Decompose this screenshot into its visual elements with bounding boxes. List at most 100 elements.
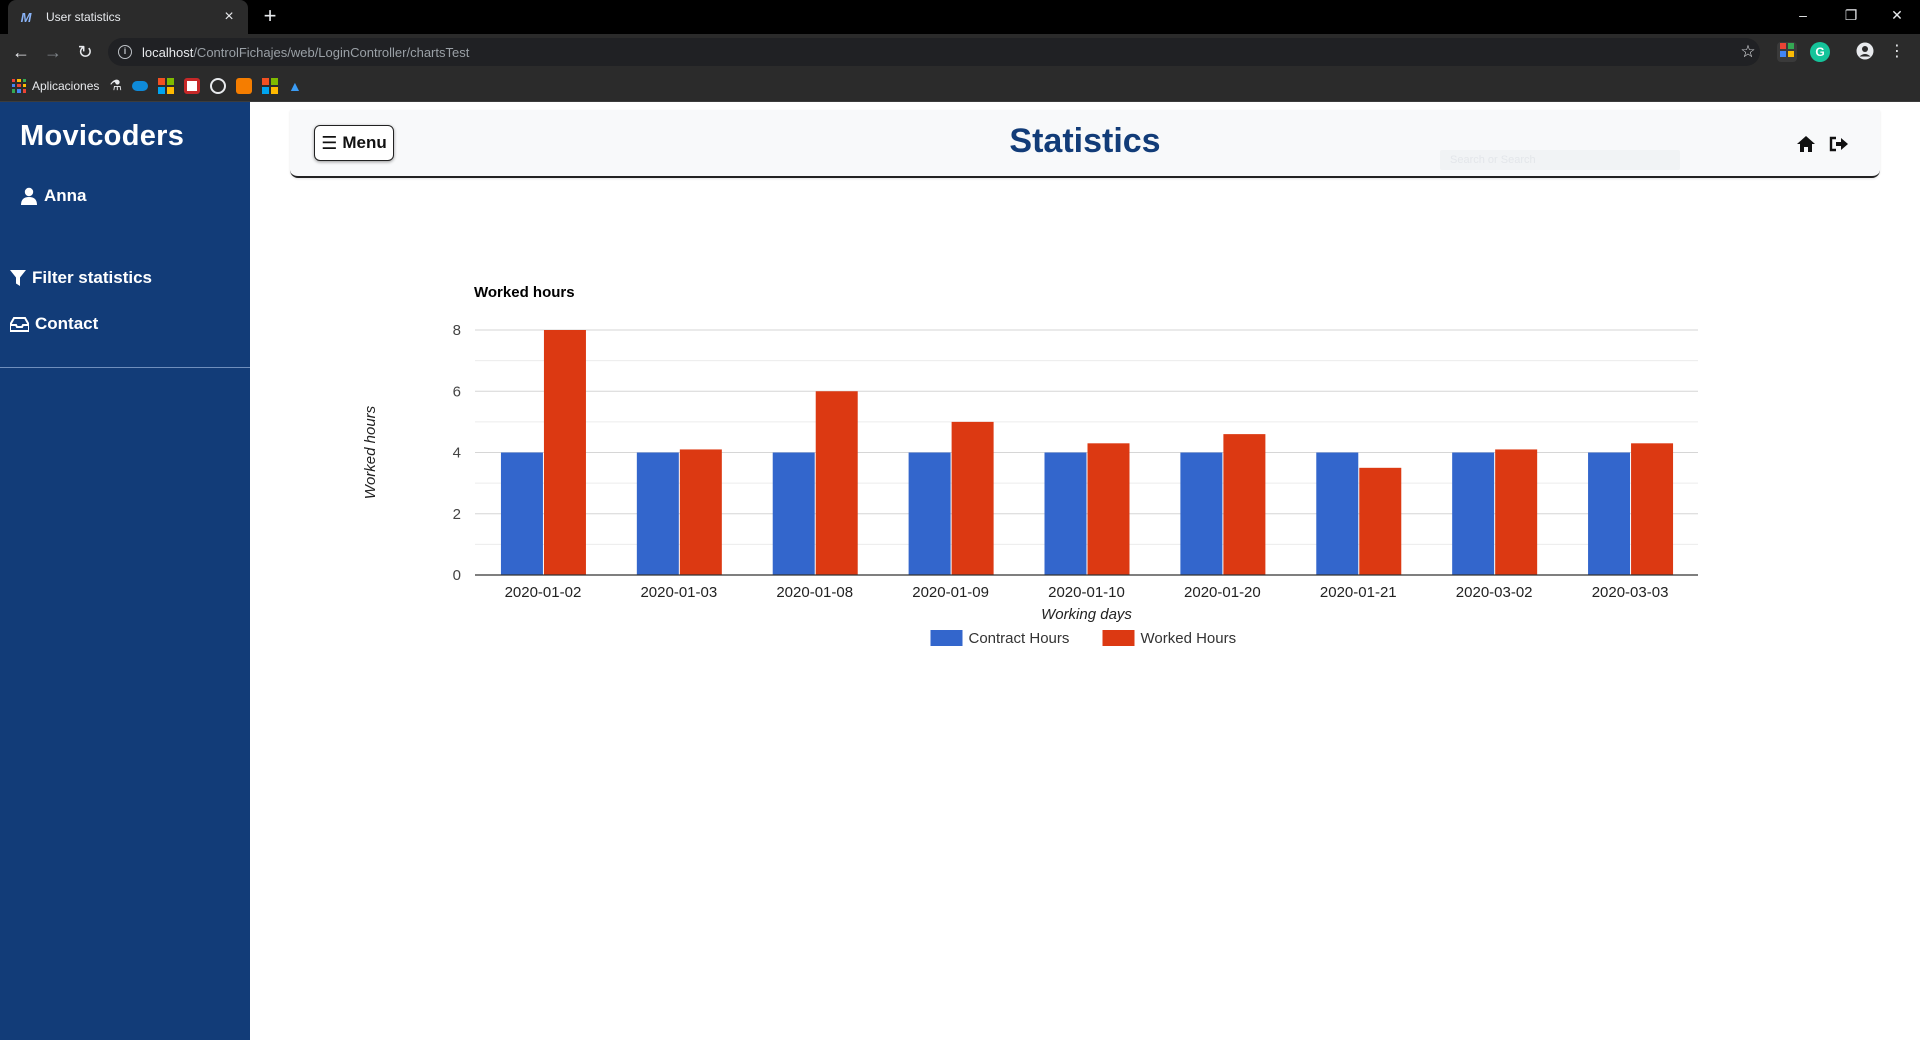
bar-contract <box>500 452 543 575</box>
user-icon <box>21 187 37 205</box>
bar-worked <box>951 421 994 575</box>
azure-icon: ▲ <box>287 77 302 94</box>
x-tick-label: 2020-01-09 <box>912 584 989 601</box>
bookmark-github[interactable] <box>209 77 226 94</box>
bar-worked <box>1359 467 1402 575</box>
profile-icon[interactable] <box>1855 42 1875 62</box>
bar-worked <box>1087 443 1130 575</box>
bar-contract <box>1180 452 1223 575</box>
x-tick-label: 2020-01-20 <box>1184 584 1261 601</box>
restore-icon[interactable]: ❐ <box>1844 7 1858 23</box>
apps-bookmark[interactable]: Aplicaciones <box>12 78 99 93</box>
browser-toolbar: ← → ↻ i localhost/ControlFichajes/web/Lo… <box>0 34 1920 70</box>
faded-search-field: Search or Search <box>1440 150 1680 170</box>
bookmarks-bar: Aplicaciones ⚗ ▲ <box>0 70 1920 102</box>
legend-swatch-contract <box>930 630 963 646</box>
close-window-icon[interactable]: ✕ <box>1891 7 1903 23</box>
x-tick-label: 2020-03-02 <box>1456 584 1533 601</box>
y-tick-label: 4 <box>453 445 461 462</box>
legend-label: Contract Hours <box>969 630 1070 647</box>
x-tick-label: 2020-01-08 <box>776 584 853 601</box>
chart-legend: Contract Hours Worked Hours <box>930 630 1237 647</box>
sidebar-item-filter-statistics[interactable]: Filter statistics <box>10 268 152 288</box>
bookmark-red[interactable] <box>183 77 200 94</box>
browser-tab[interactable]: M User statistics × <box>8 0 248 34</box>
minimize-icon[interactable]: – <box>1799 7 1807 23</box>
legend-label: Worked Hours <box>1141 630 1237 647</box>
bookmark-blogger[interactable] <box>235 77 252 94</box>
user-profile[interactable]: Anna <box>20 186 87 206</box>
chart-bars <box>500 330 1674 575</box>
site-info-icon[interactable]: i <box>118 45 132 59</box>
browser-tab-strip: M User statistics × + – ❐ ✕ <box>0 0 1920 34</box>
y-tick-label: 6 <box>453 383 461 400</box>
bar-worked <box>1631 443 1674 575</box>
home-icon[interactable] <box>1794 132 1818 156</box>
x-tick-label: 2020-03-03 <box>1592 584 1669 601</box>
logout-icon[interactable] <box>1827 132 1851 156</box>
back-icon[interactable]: ← <box>12 42 30 62</box>
microsoft-alt-icon <box>261 77 278 94</box>
chart-y-ticks: 0 2 4 6 8 <box>453 322 461 584</box>
hamburger-icon: ☰ <box>321 132 338 153</box>
browser-menu-icon[interactable]: ⋮ <box>1889 43 1905 60</box>
bookmark-azure[interactable]: ▲ <box>288 78 302 94</box>
extension-icon[interactable] <box>1777 42 1797 62</box>
bar-worked <box>815 391 858 575</box>
menu-button[interactable]: ☰ Menu <box>314 125 394 161</box>
bar-worked <box>543 330 586 575</box>
legend-swatch-worked <box>1102 630 1135 646</box>
sidebar-item-label: Contact <box>35 314 99 333</box>
forward-icon[interactable]: → <box>44 42 62 62</box>
bookmark-star-icon[interactable]: ☆ <box>1740 42 1756 61</box>
bar-contract <box>772 452 815 575</box>
github-icon <box>209 77 226 94</box>
bookmark-microsoft-2[interactable] <box>261 77 278 94</box>
address-bar[interactable]: i localhost/ControlFichajes/web/LoginCon… <box>108 38 1760 66</box>
bar-worked <box>679 449 722 575</box>
x-tick-label: 2020-01-03 <box>640 584 717 601</box>
x-tick-label: 2020-01-02 <box>505 584 582 601</box>
x-tick-label: 2020-01-10 <box>1048 584 1125 601</box>
bookmark-flask[interactable]: ⚗ <box>109 77 122 94</box>
site-favicon-icon: M <box>20 9 32 25</box>
microsoft-icon <box>157 77 174 94</box>
bar-contract <box>636 452 679 575</box>
bookmark-onedrive[interactable] <box>131 80 148 91</box>
flask-icon: ⚗ <box>109 77 122 93</box>
reload-icon[interactable]: ↻ <box>77 42 93 62</box>
chart-y-axis-label: Worked hours <box>362 405 379 499</box>
bar-contract <box>1588 452 1631 575</box>
chart-x-ticks: 2020-01-02 2020-01-03 2020-01-08 2020-01-09… <box>505 584 1669 601</box>
chart-x-axis-label: Working days <box>1041 606 1132 623</box>
bar-contract <box>908 452 951 575</box>
bar-contract <box>1044 452 1087 575</box>
url-text: localhost/ControlFichajes/web/LoginContr… <box>142 44 470 60</box>
close-tab-icon[interactable]: × <box>224 8 234 25</box>
bookmark-microsoft[interactable] <box>157 77 174 94</box>
new-tab-icon[interactable]: + <box>263 3 277 28</box>
grammarly-icon[interactable]: G <box>1810 42 1830 62</box>
bar-contract <box>1316 452 1359 575</box>
y-tick-label: 2 <box>453 506 461 523</box>
menu-button-label: Menu <box>342 133 387 152</box>
bar-contract <box>1452 452 1495 575</box>
tab-title: User statistics <box>46 10 121 24</box>
x-tick-label: 2020-01-21 <box>1320 584 1397 601</box>
y-tick-label: 8 <box>453 322 461 339</box>
filter-icon <box>10 269 26 286</box>
inbox-icon <box>10 316 29 332</box>
bar-worked <box>1495 449 1538 575</box>
apps-grid-icon <box>12 78 26 93</box>
sidebar-divider <box>0 367 250 368</box>
brand-logo-text[interactable]: Movicoders <box>20 120 185 152</box>
grid-red-icon <box>183 77 200 94</box>
bar-worked <box>1223 434 1266 575</box>
blogger-icon <box>235 77 252 94</box>
sidebar-item-label: Filter statistics <box>32 268 152 287</box>
y-tick-label: 0 <box>453 567 461 584</box>
sidebar-item-contact[interactable]: Contact <box>10 314 98 334</box>
chart-title: Worked hours <box>474 284 575 301</box>
user-name: Anna <box>44 186 87 205</box>
sidebar: Movicoders Anna Filter statistics Contac… <box>0 102 250 1040</box>
